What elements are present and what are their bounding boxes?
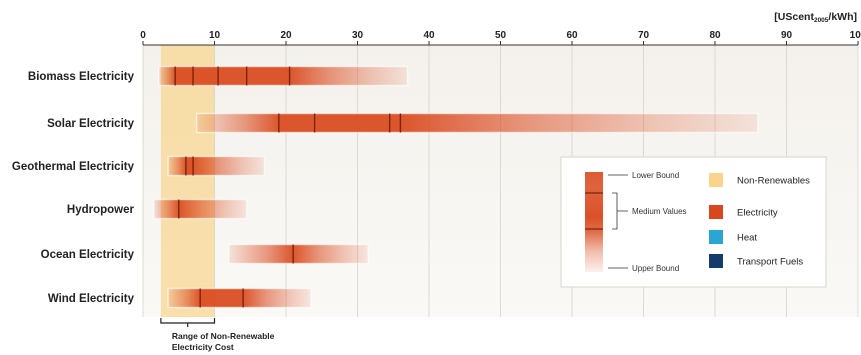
category-label: Hydropower [67, 204, 135, 216]
category-label: Biomass Electricity [28, 71, 135, 83]
x-tick-label: 80 [709, 30, 721, 41]
range-bar [168, 156, 265, 176]
legend-swatch [709, 230, 723, 244]
non-renewable-range-annotation: Range of Non-Renewable Electricity Cost [160, 318, 275, 352]
legend-item-label: Transport Fuels [737, 257, 803, 268]
non-renewable-range-label-line1: Range of Non-Renewable [172, 331, 275, 341]
range-bar-outline [152, 198, 248, 220]
category-label: Ocean Electricity [41, 249, 135, 261]
legend-item-label: Heat [737, 233, 757, 244]
legend-items: Non-Renewables Electricity Heat Transport F… [709, 173, 810, 268]
range-bar [158, 66, 408, 86]
category-labels: Biomass Electricity Solar Electricity Geot… [12, 71, 135, 305]
unit-label: [UScent2005/kWh] [774, 11, 857, 24]
legend-swatch [709, 205, 723, 219]
legend-medium-values-label: Medium Values [632, 207, 687, 216]
legend-upper-bound-label: Upper Bound [632, 264, 679, 273]
range-bar-outline [195, 112, 759, 134]
x-axis-ticks: 0 10 20 30 40 50 60 70 80 90 100 [140, 30, 861, 45]
non-renewable-range-label-line2: Electricity Cost [172, 342, 234, 352]
range-bars [152, 65, 759, 309]
range-bar-outline [157, 65, 409, 87]
legend-box [560, 156, 827, 288]
legend-range-swatch [585, 172, 603, 272]
x-tick-label: 60 [566, 30, 578, 41]
x-tick-label: 70 [638, 30, 650, 41]
category-label: Geothermal Electricity [12, 161, 135, 173]
x-tick-label: 100 [850, 30, 861, 41]
range-bar [228, 244, 369, 264]
range-bar-outline [167, 287, 312, 309]
x-tick-label: 90 [781, 30, 793, 41]
legend-lower-bound-label: Lower Bound [632, 171, 679, 180]
x-tick-label: 40 [423, 30, 435, 41]
legend-item-label: Electricity [737, 208, 778, 219]
range-bar [196, 113, 758, 133]
legend-swatch [709, 173, 723, 187]
legend-item-label: Non-Renewables [737, 176, 810, 187]
category-label: Wind Electricity [48, 293, 135, 305]
legend-swatch [709, 254, 723, 268]
range-bar-outline [167, 155, 266, 177]
legend-range-bar [585, 172, 603, 272]
legend: Lower Bound Medium Values Upper Bound No… [560, 156, 827, 288]
range-bar-outline [228, 243, 369, 265]
x-tick-label: 10 [209, 30, 221, 41]
x-tick-label: 30 [352, 30, 364, 41]
range-bar [168, 288, 312, 308]
legend-medium-values-bracket [612, 192, 628, 230]
non-renewable-range-bracket [160, 318, 216, 327]
range-bar [153, 199, 247, 219]
category-label: Solar Electricity [47, 118, 135, 130]
x-tick-label: 50 [495, 30, 507, 41]
non-renewable-range-band [160, 45, 215, 317]
x-tick-label: 0 [140, 30, 146, 41]
x-tick-label: 20 [280, 30, 292, 41]
